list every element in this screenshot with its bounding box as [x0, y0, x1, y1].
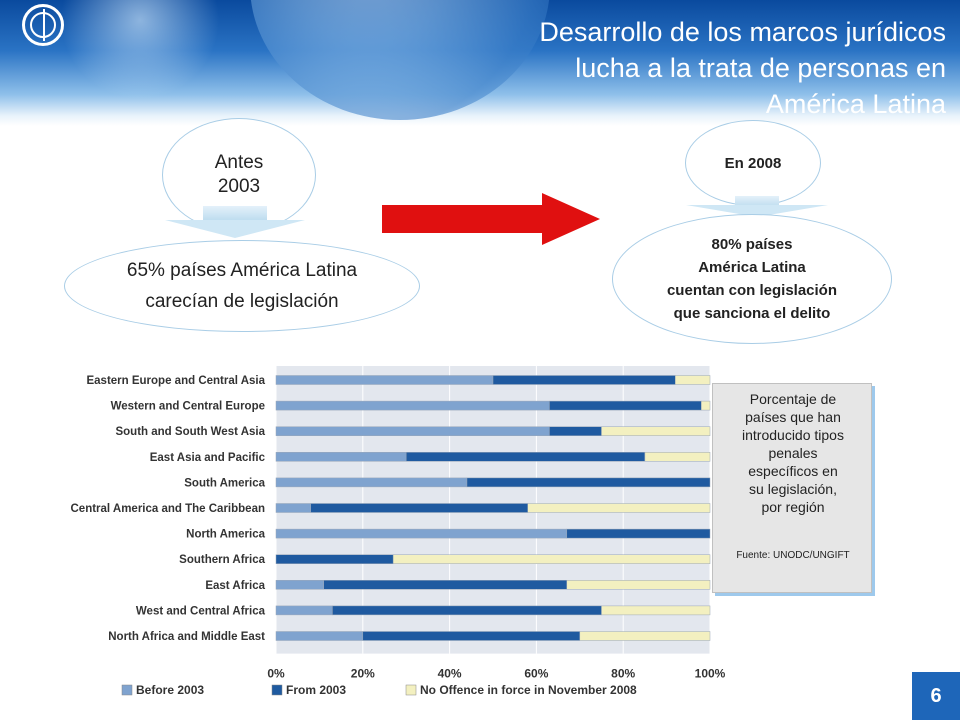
bar-segment: [392, 554, 711, 564]
bar-segment: [549, 400, 702, 411]
before-2003-stat-bubble: 65% países América Latina carecían de le…: [64, 240, 420, 332]
note-line: introducido tipos: [742, 427, 844, 443]
bar-segment: [579, 631, 711, 641]
bar-segment: [275, 580, 324, 590]
bar-segment: [644, 452, 711, 462]
category-label: Eastern Europe and Central Asia: [86, 375, 265, 387]
connector-arrow-icon: [165, 220, 305, 238]
bar-segment: [310, 503, 528, 513]
bar-segment: [362, 631, 581, 641]
note-line: específicos en: [748, 463, 838, 479]
legend-swatch: [121, 684, 133, 696]
slide-title: Desarrollo de los marcos jurídicos lucha…: [346, 14, 946, 122]
in-2008-stat-line: 80% países: [711, 236, 793, 253]
note-line: penales: [768, 445, 818, 461]
category-label: Western and Central Europe: [111, 401, 265, 413]
before-stat-line: carecían de legislación: [145, 291, 339, 312]
category-label: East Asia and Pacific: [150, 452, 266, 464]
in-2008-bubble: En 2008: [685, 120, 821, 206]
bar-segment: [527, 503, 711, 513]
bar-segment: [566, 528, 711, 539]
bar-segment: [275, 605, 333, 616]
legend-label: No Offence in force in November 2008: [420, 683, 637, 697]
category-label: South and South West Asia: [115, 426, 265, 438]
organization-logo-icon: [22, 4, 64, 46]
bar-segment: [466, 477, 711, 488]
x-tick-label: 20%: [351, 667, 375, 681]
red-arrow-icon: [382, 193, 600, 245]
title-line: Desarrollo de los marcos jurídicos: [539, 17, 946, 47]
legend-label: Before 2003: [136, 683, 204, 697]
x-tick-label: 40%: [438, 667, 462, 681]
bar-segment: [323, 580, 568, 590]
category-label: North America: [186, 529, 265, 541]
x-tick-label: 100%: [695, 667, 726, 681]
bar-segment: [275, 400, 550, 411]
bar-segment: [275, 528, 568, 539]
bar-segment: [275, 631, 364, 641]
bar-segment: [275, 503, 311, 513]
before-label: Antes: [214, 152, 264, 173]
category-label: Southern Africa: [179, 554, 265, 566]
note-line: su legislación,: [749, 481, 837, 497]
bar-segment: [492, 375, 676, 385]
x-tick-label: 80%: [611, 667, 635, 681]
note-line: Porcentaje de: [749, 391, 837, 407]
in-2008-stat-line: cuentan con legislación: [666, 282, 838, 299]
bar-segment: [701, 400, 711, 411]
note-line: países que han: [745, 409, 841, 425]
category-label: North Africa and Middle East: [108, 631, 265, 643]
bar-segment: [675, 375, 711, 385]
bar-segment: [275, 452, 407, 462]
bar-segment: [275, 554, 394, 564]
title-line: lucha a la trata de personas en: [575, 53, 946, 83]
bar-segment: [275, 375, 494, 385]
bar-segment: [566, 580, 711, 590]
before-stat-line: 65% países América Latina: [126, 260, 358, 281]
bar-segment: [275, 426, 550, 436]
slide-header: Desarrollo de los marcos jurídicos lucha…: [0, 0, 960, 126]
title-line: América Latina: [765, 89, 946, 119]
chart-note-box: Porcentaje de países que han introducido…: [712, 383, 872, 593]
legend-label: From 2003: [286, 683, 346, 697]
category-label: South America: [184, 477, 265, 489]
connector-stem: [203, 206, 267, 222]
category-label: West and Central Africa: [136, 605, 266, 617]
connector-arrow-icon: [686, 205, 828, 217]
bar-segment: [275, 477, 468, 488]
legend-swatch: [405, 684, 417, 696]
before-year: 2003: [217, 176, 261, 197]
in-2008-stat-bubble: 80% países América Latina cuentan con le…: [612, 214, 892, 344]
chart-note-text: Porcentaje de países que han introducido…: [721, 390, 865, 516]
x-tick-label: 60%: [524, 667, 548, 681]
in-2008-stat-line: que sanciona el delito: [673, 305, 831, 322]
legend-swatch: [271, 684, 283, 696]
x-tick-label: 0%: [267, 667, 285, 681]
bar-segment: [332, 605, 602, 616]
bar-segment: [405, 452, 646, 462]
in-2008-stat-line: América Latina: [698, 259, 806, 276]
category-label: Central America and The Caribbean: [71, 503, 266, 515]
page-number-badge: 6: [912, 672, 960, 720]
chart-source: Fuente: UNODC/UNGIFT: [736, 550, 850, 561]
bar-segment: [549, 426, 602, 436]
bar-segment: [601, 426, 711, 436]
note-line: por región: [761, 499, 825, 515]
bar-segment: [601, 605, 711, 616]
in-2008-label: En 2008: [724, 154, 782, 172]
category-label: East Africa: [205, 580, 265, 592]
